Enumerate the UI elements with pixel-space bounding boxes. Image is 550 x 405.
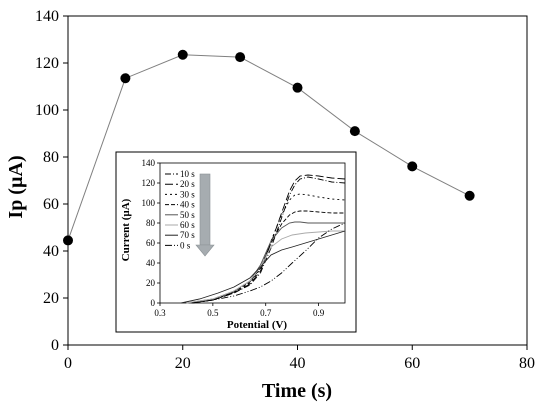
legend-label: 30 s bbox=[180, 189, 195, 199]
legend-label: 60 s bbox=[180, 220, 195, 230]
main-y-tick-label: 60 bbox=[43, 196, 59, 213]
inset-legend: 10 s20 s30 s40 s50 s60 s70 s0 s bbox=[165, 169, 195, 250]
main-series-points bbox=[63, 49, 475, 246]
legend-label: 10 s bbox=[180, 169, 195, 179]
inset-series-line bbox=[191, 193, 346, 304]
inset-y-axis-label: Current (µA) bbox=[120, 198, 132, 261]
main-y-axis-label: Ip (µA) bbox=[5, 155, 27, 218]
inset-x-axis: 0.3 0.5 0.7 0.9 bbox=[154, 303, 325, 318]
main-x-tick-label: 40 bbox=[290, 355, 306, 372]
legend-label: 0 s bbox=[180, 240, 191, 250]
inset-y-tick-label: 20 bbox=[146, 278, 156, 288]
legend-label: 40 s bbox=[180, 200, 195, 210]
main-y-tick-label: 40 bbox=[43, 243, 59, 260]
inset-y-tick-label: 60 bbox=[146, 238, 156, 248]
inset-series-lines bbox=[181, 174, 346, 304]
legend-label: 50 s bbox=[180, 210, 195, 220]
inset-series-line bbox=[191, 174, 346, 304]
main-data-point bbox=[235, 52, 246, 63]
inset-x-tick-label: 0.3 bbox=[154, 308, 166, 318]
main-y-tick-label: 80 bbox=[43, 149, 59, 166]
main-data-point bbox=[120, 73, 131, 84]
inset-x-tick-label: 0.7 bbox=[260, 308, 272, 318]
main-y-tick-label: 20 bbox=[43, 290, 59, 307]
inset-x-tick-label: 0.9 bbox=[313, 308, 325, 318]
inset-chart: 0 20 40 60 80 100 120 140 0.3 0.5 0.7 0.9 10 s20 s… bbox=[115, 151, 357, 333]
main-y-tick-label: 0 bbox=[51, 337, 59, 354]
main-data-point bbox=[464, 190, 475, 201]
legend-label: 70 s bbox=[180, 230, 195, 240]
inset-x-axis-label: Potential (V) bbox=[227, 319, 288, 331]
main-data-point bbox=[292, 82, 303, 93]
inset-y-tick-label: 0 bbox=[151, 298, 156, 308]
main-data-point bbox=[349, 126, 360, 137]
inset-y-tick-label: 140 bbox=[142, 158, 156, 168]
main-x-axis: 0 20 40 60 80 bbox=[64, 345, 535, 372]
main-series-line bbox=[67, 54, 470, 241]
inset-series-line bbox=[181, 230, 346, 304]
main-data-point bbox=[407, 161, 418, 172]
decrease-arrow-icon bbox=[195, 173, 215, 257]
inset-y-tick-label: 40 bbox=[146, 258, 156, 268]
main-y-tick-label: 140 bbox=[35, 8, 59, 25]
inset-y-tick-label: 80 bbox=[146, 218, 156, 228]
main-data-point bbox=[177, 49, 188, 60]
inset-x-tick-label: 0.5 bbox=[207, 308, 219, 318]
inset-series-line bbox=[191, 210, 345, 304]
main-y-axis: 0 20 40 60 80 100 120 140 bbox=[35, 8, 68, 354]
inset-y-axis: 0 20 40 60 80 100 120 140 bbox=[142, 158, 160, 308]
legend-label: 20 s bbox=[180, 179, 195, 189]
inset-series-line bbox=[186, 230, 345, 304]
main-x-tick-label: 0 bbox=[64, 355, 72, 372]
main-x-tick-label: 20 bbox=[175, 355, 191, 372]
main-data-point bbox=[63, 235, 73, 246]
main-chart: 0 20 40 60 80 100 120 140 0 20 40 60 80 Ip (µA) Tim… bbox=[5, 8, 535, 402]
main-y-tick-label: 120 bbox=[35, 55, 59, 72]
main-y-tick-label: 100 bbox=[35, 102, 59, 119]
main-x-axis-label: Time (s) bbox=[262, 380, 332, 402]
main-x-tick-label: 60 bbox=[404, 355, 420, 372]
inset-series-line bbox=[191, 222, 346, 304]
inset-y-tick-label: 100 bbox=[142, 198, 156, 208]
inset-y-tick-label: 120 bbox=[142, 178, 156, 188]
main-x-tick-label: 80 bbox=[519, 355, 535, 372]
